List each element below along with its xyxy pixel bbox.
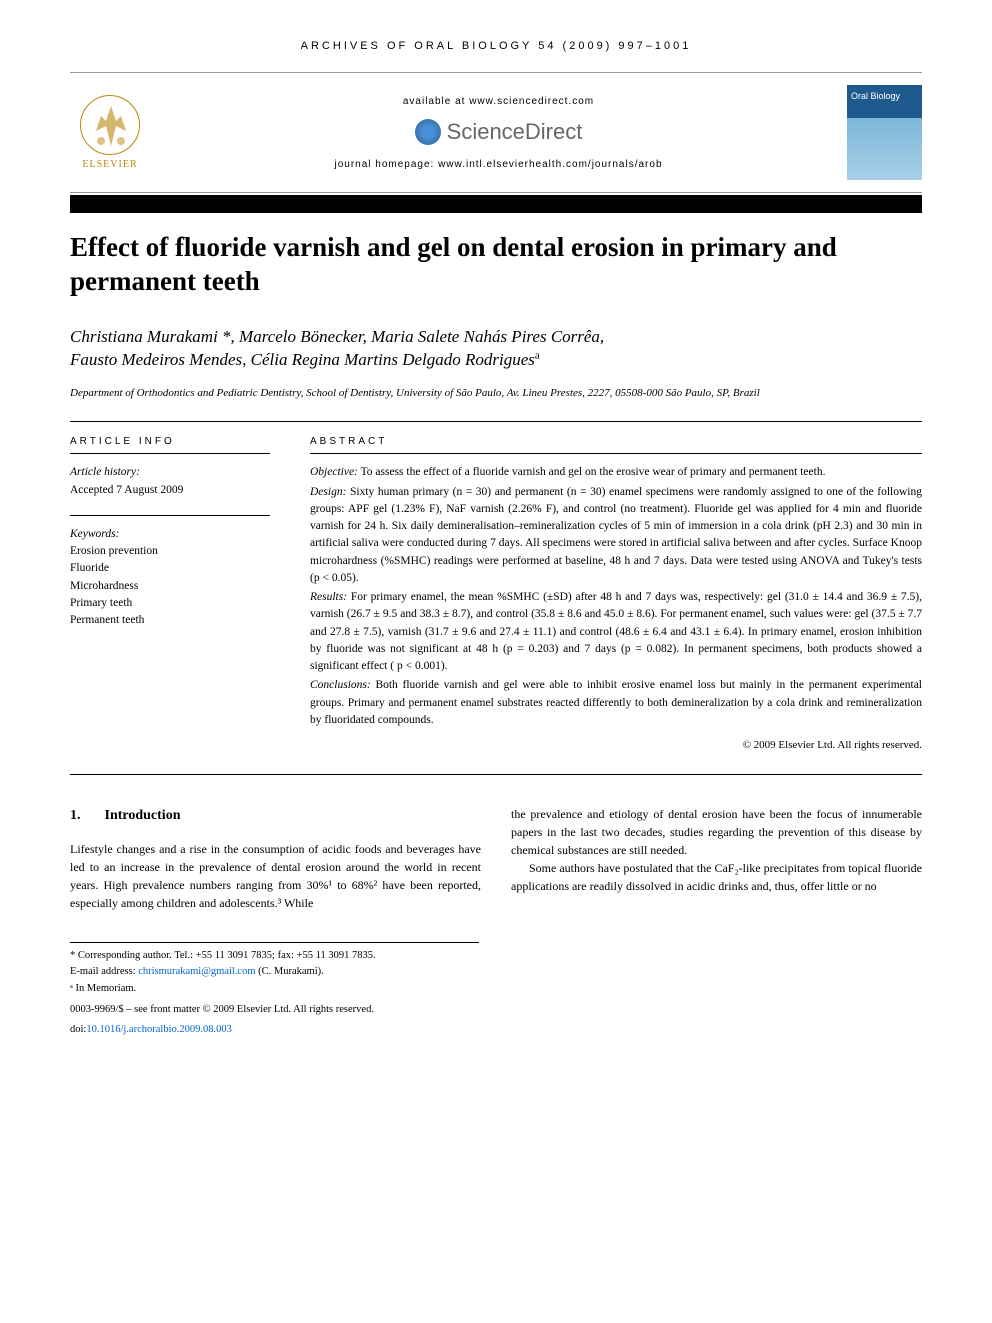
keyword: Microhardness (70, 580, 138, 592)
elsevier-tree-icon (80, 95, 140, 155)
divider-bottom (70, 774, 922, 775)
history-value: Accepted 7 August 2009 (70, 484, 183, 496)
section-title: Introduction (105, 808, 181, 823)
body-columns: 1. Introduction Lifestyle changes and a r… (70, 805, 922, 912)
article-title: Effect of fluoride varnish and gel on de… (70, 231, 922, 299)
journal-citation: ARCHIVES OF ORAL BIOLOGY 54 (2009) 997–1… (70, 40, 922, 52)
abstract-divider (310, 453, 922, 454)
objective-text: To assess the effect of a fluoride varni… (361, 466, 826, 478)
body-paragraph: Lifestyle changes and a rise in the cons… (70, 840, 481, 912)
issn-line: 0003-9969/$ – see front matter © 2009 El… (70, 1003, 479, 1018)
email-suffix: (C. Murakami). (256, 966, 324, 977)
section-num: 1. (70, 808, 81, 823)
elsevier-text: ELSEVIER (82, 159, 137, 170)
affiliation: Department of Orthodontics and Pediatric… (70, 386, 922, 401)
keywords-block: Keywords: Erosion prevention Fluoride Mi… (70, 526, 270, 630)
keyword: Erosion prevention (70, 545, 158, 557)
keyword: Primary teeth (70, 597, 132, 609)
footnotes: * Corresponding author. Tel.: +55 11 309… (70, 942, 479, 1038)
center-header: available at www.sciencedirect.com Scien… (150, 96, 847, 170)
authors: Christiana Murakami *, Marcelo Bönecker,… (70, 325, 922, 373)
design-label: Design: (310, 486, 346, 498)
title-bar (70, 195, 922, 213)
body-paragraph: the prevalence and etiology of dental er… (511, 805, 922, 859)
body-col-left: 1. Introduction Lifestyle changes and a r… (70, 805, 481, 912)
elsevier-logo: ELSEVIER (70, 88, 150, 178)
journal-cover-text: Oral Biology (847, 85, 922, 107)
sciencedirect-icon (415, 119, 441, 145)
keyword: Fluoride (70, 562, 109, 574)
keyword: Permanent teeth (70, 614, 144, 626)
keywords-label: Keywords: (70, 528, 119, 540)
authors-line-2: Fausto Medeiros Mendes, Célia Regina Mar… (70, 350, 535, 369)
doi-label: doi: (70, 1024, 86, 1035)
info-divider-1 (70, 453, 270, 454)
article-history: Article history: Accepted 7 August 2009 (70, 464, 270, 499)
conclusions-label: Conclusions: (310, 679, 371, 691)
info-abstract-row: ARTICLE INFO Article history: Accepted 7… (70, 436, 922, 753)
body-col-right: the prevalence and etiology of dental er… (511, 805, 922, 912)
history-label: Article history: (70, 466, 140, 478)
doi-line: doi:10.1016/j.archoralbio.2009.08.003 (70, 1023, 479, 1038)
abstract: ABSTRACT Objective: To assess the effect… (310, 436, 922, 753)
design-text: Sixty human primary (n = 30) and permane… (310, 486, 922, 584)
header-bar: ELSEVIER available at www.sciencedirect.… (70, 72, 922, 193)
results-text: For primary enamel, the mean %SMHC (±SD)… (310, 591, 922, 672)
doi-link[interactable]: 10.1016/j.archoralbio.2009.08.003 (86, 1024, 232, 1035)
article-info: ARTICLE INFO Article history: Accepted 7… (70, 436, 270, 753)
sciencedirect-logo[interactable]: ScienceDirect (415, 119, 583, 145)
abstract-text: Objective: To assess the effect of a flu… (310, 464, 922, 753)
authors-line-1: Christiana Murakami *, Marcelo Bönecker,… (70, 327, 604, 346)
email-line: E-mail address: chrismurakami@gmail.com … (70, 965, 479, 980)
results-label: Results: (310, 591, 347, 603)
copyright: © 2009 Elsevier Ltd. All rights reserved… (310, 737, 922, 754)
objective-label: Objective: (310, 466, 358, 478)
sciencedirect-text: ScienceDirect (447, 119, 583, 145)
email-label: E-mail address: (70, 966, 138, 977)
body-paragraph: Some authors have postulated that the Ca… (511, 859, 922, 895)
conclusions-text: Both fluoride varnish and gel were able … (310, 679, 922, 726)
email-link[interactable]: chrismurakami@gmail.com (138, 966, 255, 977)
corresponding-author: * Corresponding author. Tel.: +55 11 309… (70, 949, 479, 964)
article-info-heading: ARTICLE INFO (70, 436, 270, 447)
section-heading: 1. Introduction (70, 805, 481, 826)
homepage-text: journal homepage: www.intl.elsevierhealt… (150, 159, 847, 170)
journal-cover: Oral Biology (847, 85, 922, 180)
memoriam: ᵃ In Memoriam. (70, 982, 479, 997)
available-text: available at www.sciencedirect.com (150, 96, 847, 107)
abstract-heading: ABSTRACT (310, 436, 922, 447)
info-divider-2 (70, 515, 270, 516)
divider-top (70, 421, 922, 422)
author-sup: a (535, 350, 540, 362)
